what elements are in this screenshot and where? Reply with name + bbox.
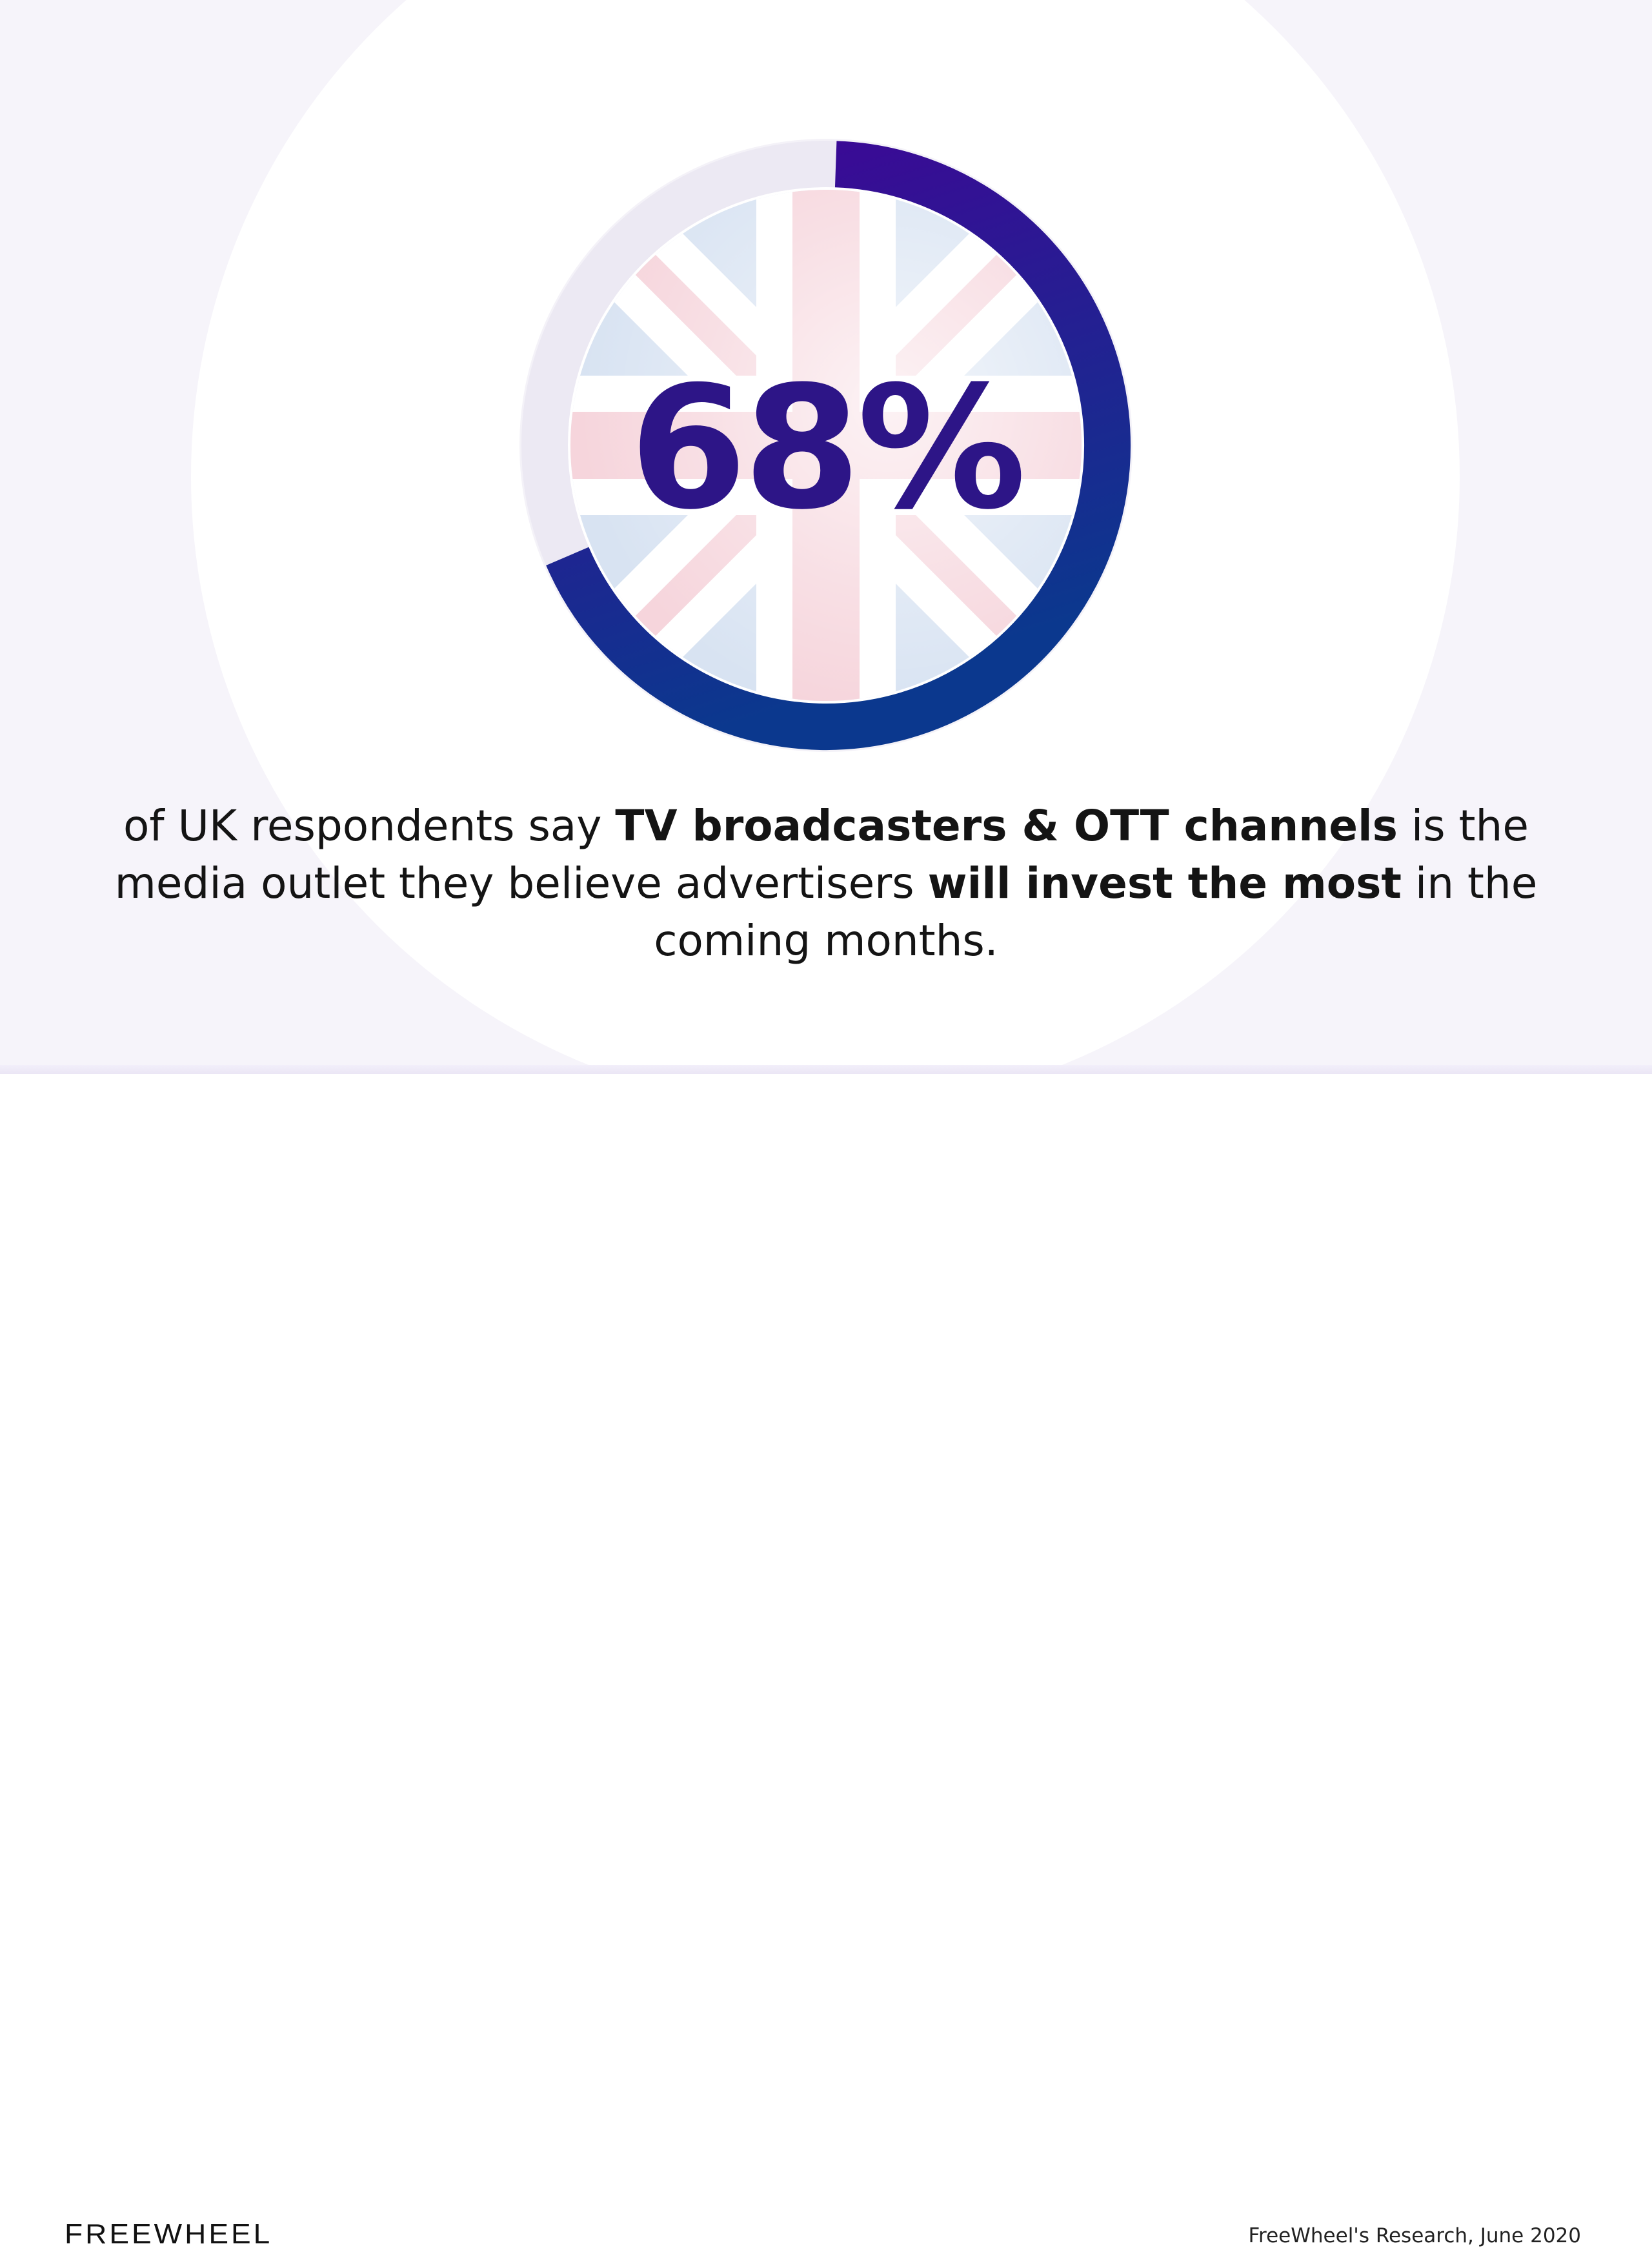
freewheel-logo: FREEWHEEL	[65, 2218, 273, 2249]
hero-divider	[0, 1065, 1652, 1074]
caption-part-2: is the media outlet they believe adverti…	[114, 801, 1529, 908]
source-citation: FreeWheel's Research, June 2020	[1248, 2224, 1581, 2247]
caption-part-1: of UK respondents say	[123, 801, 616, 851]
stat-value: 68%	[629, 350, 1023, 547]
gauge-progress-arc	[546, 141, 1131, 750]
caption-highlight-1: TV broadcasters & OTT channels	[615, 801, 1398, 851]
caption-highlight-2: will invest the most	[927, 858, 1402, 908]
gauge-chart: 68%	[519, 139, 1133, 752]
footer: FREEWHEEL FreeWheel's Research, June 202…	[0, 1074, 1652, 2249]
caption-text: of UK respondents say TV broadcasters & …	[65, 797, 1587, 969]
union-jack-flag	[570, 190, 1082, 701]
caption-part-3: in the coming months.	[654, 858, 1538, 966]
